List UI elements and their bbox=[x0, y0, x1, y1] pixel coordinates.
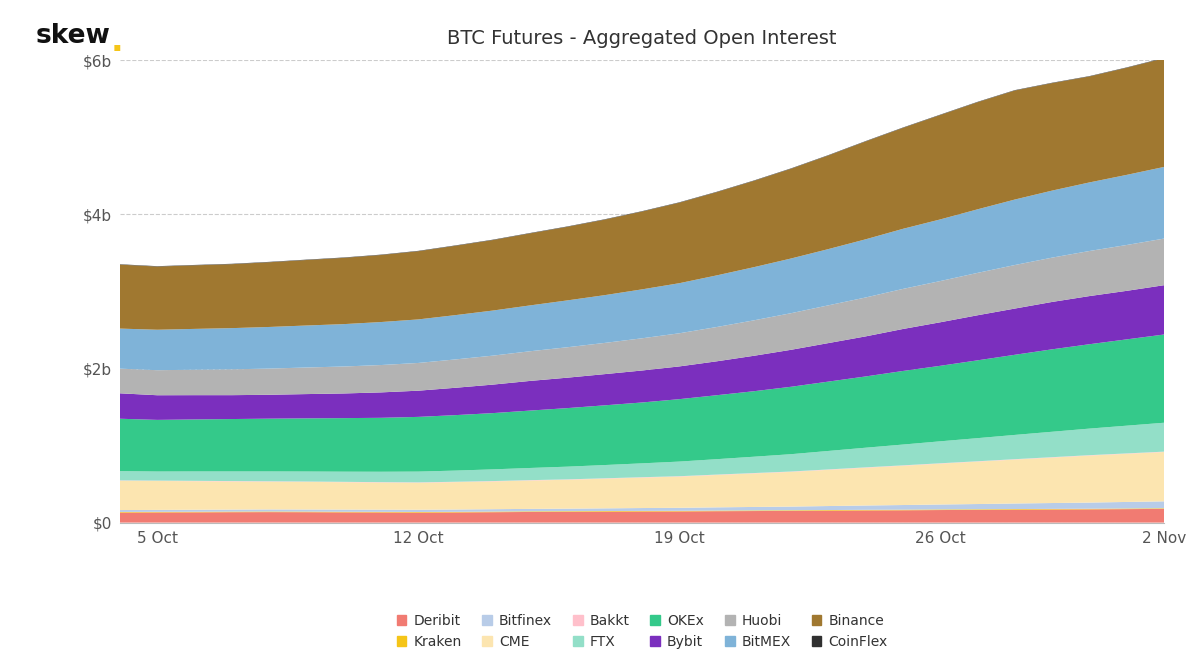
Title: BTC Futures - Aggregated Open Interest: BTC Futures - Aggregated Open Interest bbox=[448, 29, 836, 48]
Legend: Deribit, Kraken, Bitfinex, CME, Bakkt, FTX, OKEx, Bybit, Huobi, BitMEX, Binance,: Deribit, Kraken, Bitfinex, CME, Bakkt, F… bbox=[391, 608, 893, 654]
Text: skew: skew bbox=[36, 23, 110, 50]
Text: .: . bbox=[110, 25, 124, 58]
